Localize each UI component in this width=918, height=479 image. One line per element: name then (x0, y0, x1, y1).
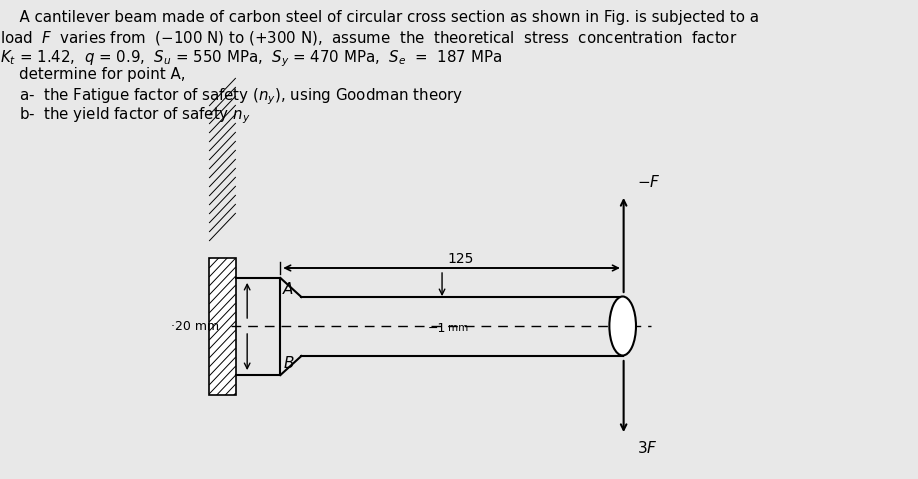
Bar (209, 258, 236, 395)
Text: load  $F$  varies from  (−100 N) to (+300 N),  assume  the  theoretical  stress : load $F$ varies from (−100 N) to (+300 N… (0, 29, 737, 47)
Text: 3$F$: 3$F$ (637, 440, 657, 456)
Text: A: A (284, 282, 294, 297)
Text: A cantilever beam made of carbon steel of circular cross section as shown in Fig: A cantilever beam made of carbon steel o… (9, 10, 758, 25)
Text: −13: −13 (428, 321, 454, 334)
Text: 125: 125 (448, 252, 475, 266)
Text: ·20 mm: ·20 mm (171, 320, 218, 333)
Bar (209, 258, 236, 395)
Text: determine for point A,: determine for point A, (19, 67, 185, 82)
Text: B: B (284, 356, 294, 371)
Text: $K_t$ = 1.42,  $q$ = 0.9,  $S_u$ = 550 MPa,  $S_y$ = 470 MPa,  $S_e$  =  187 MPa: $K_t$ = 1.42, $q$ = 0.9, $S_u$ = 550 MPa… (0, 48, 502, 68)
Text: mm: mm (448, 323, 468, 333)
Text: b-  the yield factor of safety $n_y$: b- the yield factor of safety $n_y$ (19, 105, 251, 125)
Text: a-  the Fatigue factor of safety ($n_y$), using Goodman theory: a- the Fatigue factor of safety ($n_y$),… (19, 86, 464, 107)
Ellipse shape (610, 297, 636, 355)
Text: −$F$: −$F$ (637, 174, 661, 190)
